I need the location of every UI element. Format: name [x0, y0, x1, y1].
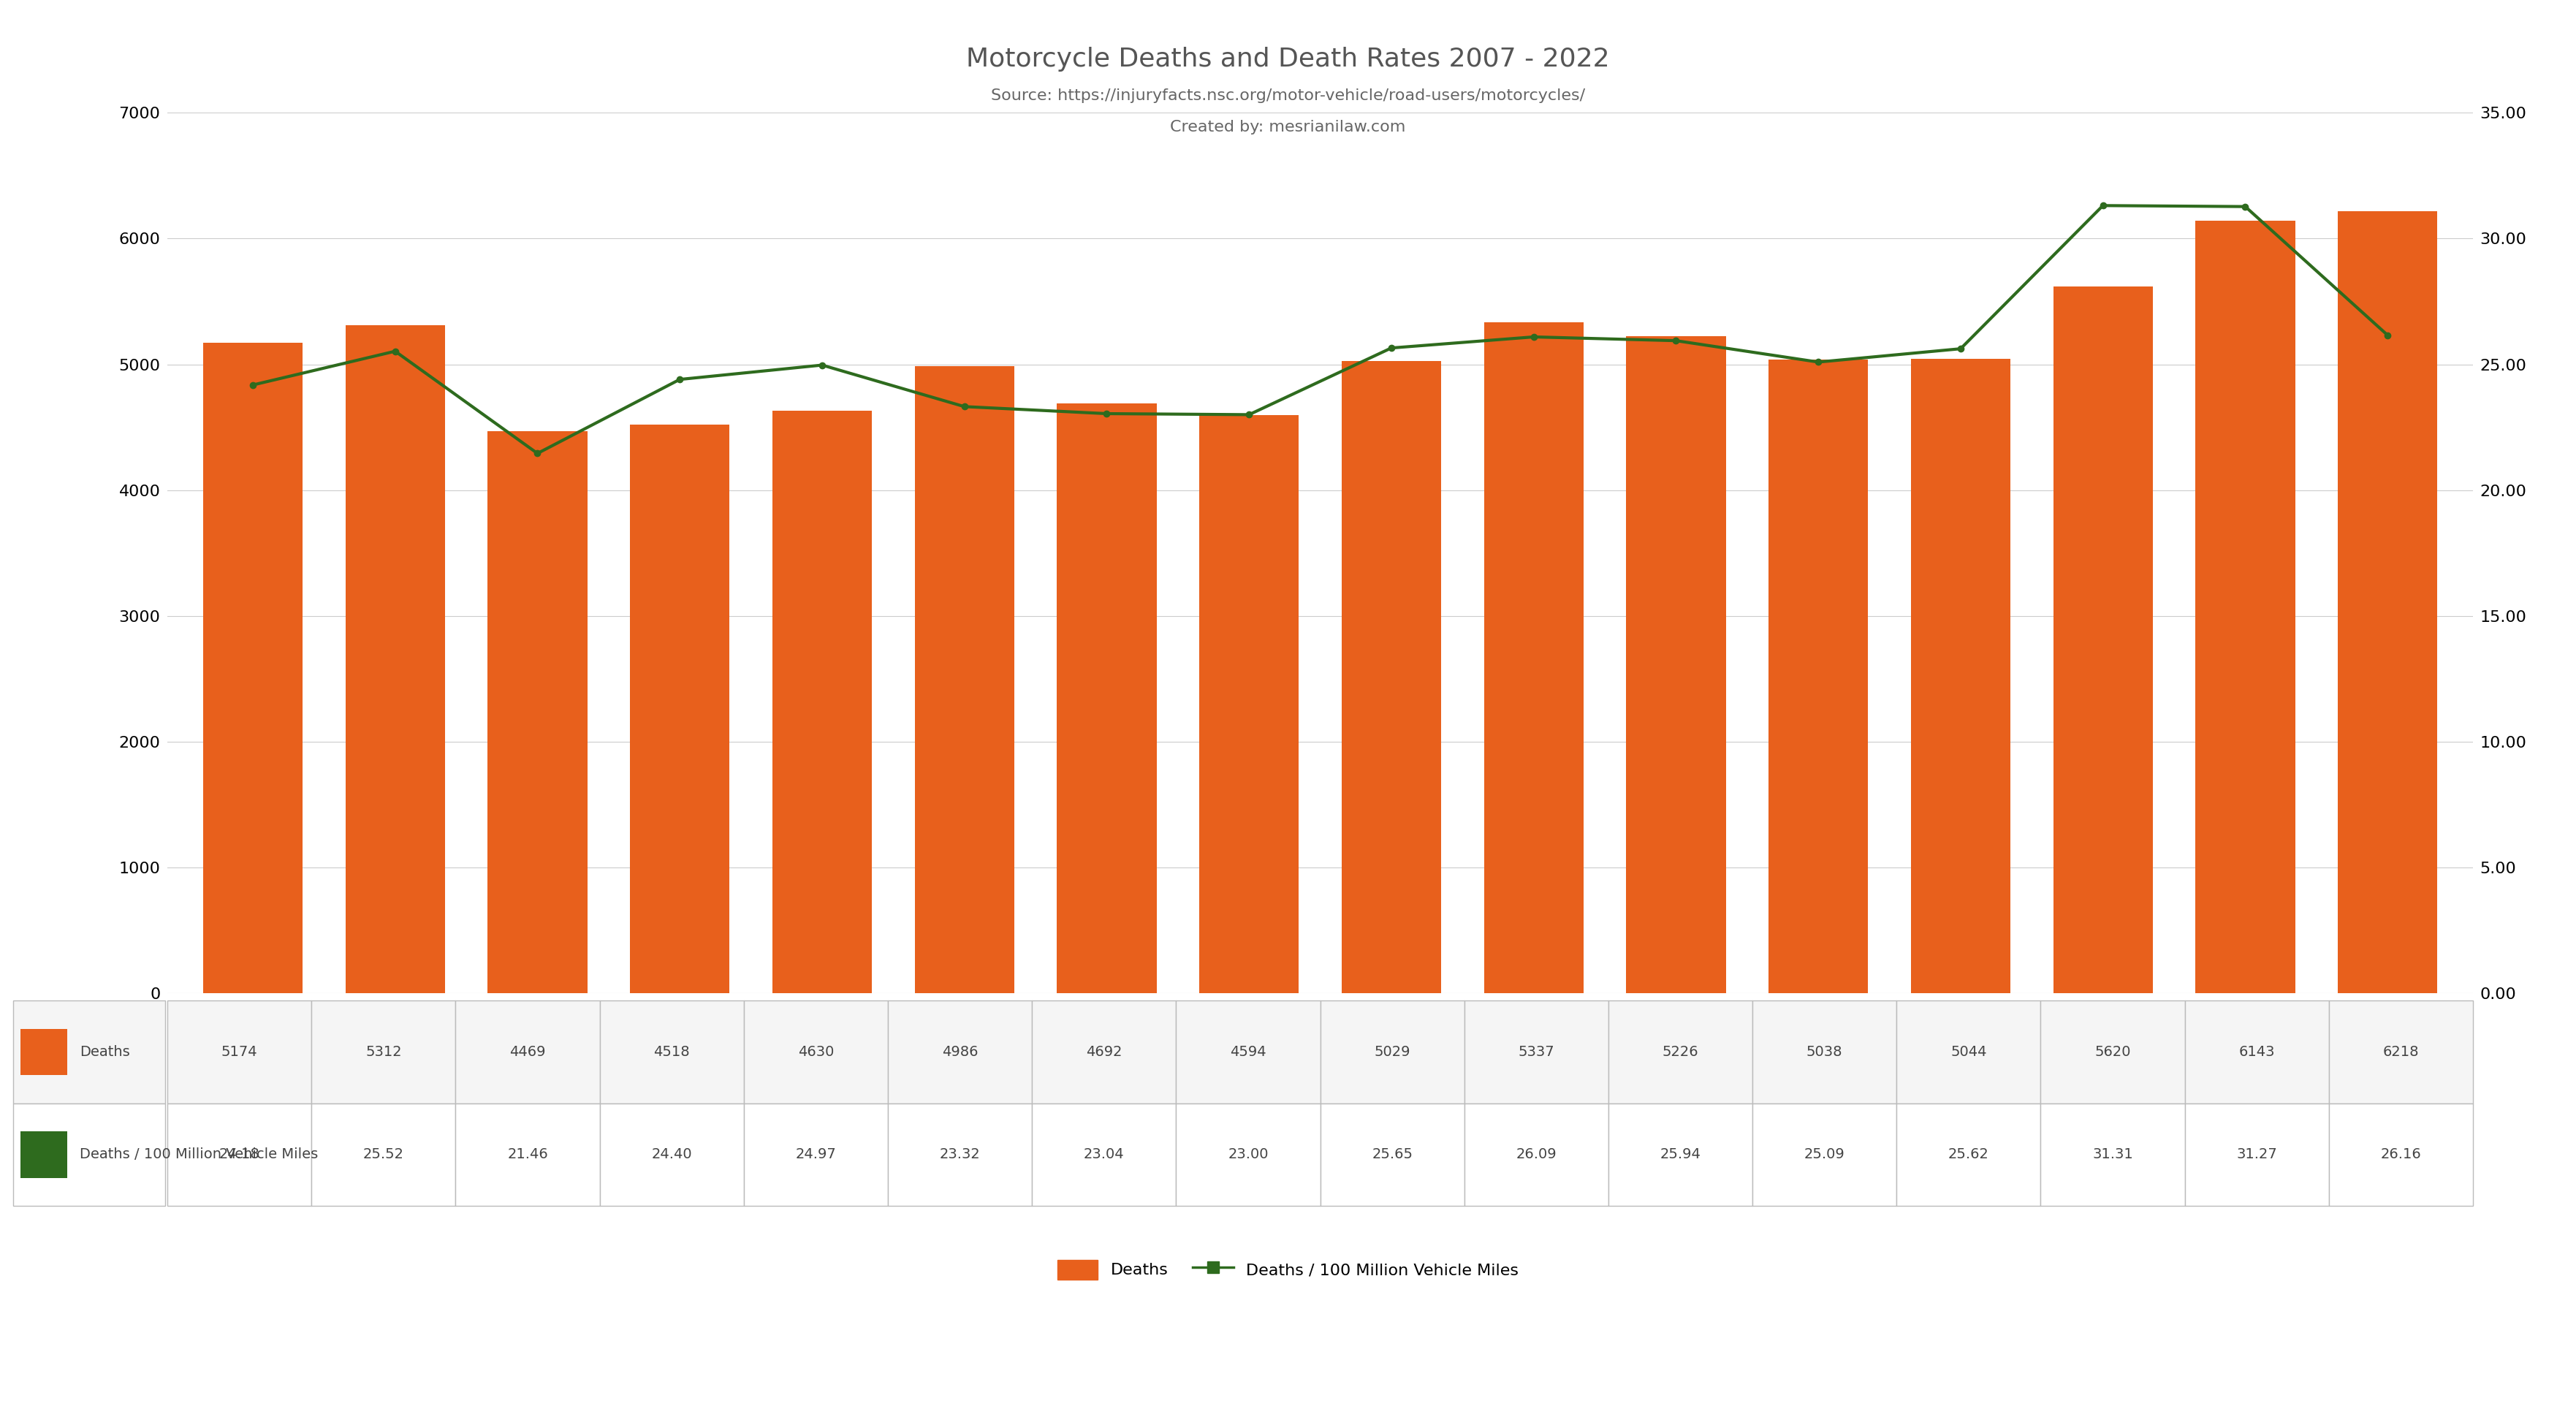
Bar — [1319, 1000, 1463, 1103]
Text: 25.94: 25.94 — [1659, 1148, 1700, 1161]
Bar — [2040, 1000, 2184, 1103]
Bar — [167, 1103, 312, 1206]
Text: 21.46: 21.46 — [507, 1148, 549, 1161]
Text: 31.27: 31.27 — [2236, 1148, 2277, 1161]
Bar — [456, 1000, 600, 1103]
Text: 4469: 4469 — [510, 1045, 546, 1058]
Text: 5226: 5226 — [1662, 1045, 1698, 1058]
Text: 5312: 5312 — [366, 1045, 402, 1058]
Bar — [889, 1103, 1033, 1206]
Bar — [1752, 1103, 1896, 1206]
Bar — [744, 1000, 889, 1103]
Bar — [1177, 1000, 1321, 1103]
Bar — [1463, 1103, 1607, 1206]
Bar — [21, 1029, 67, 1075]
Bar — [1033, 1103, 1177, 1206]
Text: 23.04: 23.04 — [1084, 1148, 1123, 1161]
Text: Deaths: Deaths — [80, 1045, 131, 1058]
Bar — [1342, 361, 1440, 993]
Bar — [13, 1103, 165, 1206]
Text: 25.52: 25.52 — [363, 1148, 404, 1161]
Text: 4692: 4692 — [1087, 1045, 1123, 1058]
Text: 24.40: 24.40 — [652, 1148, 693, 1161]
Text: 24.97: 24.97 — [796, 1148, 837, 1161]
Bar — [456, 1103, 600, 1206]
Text: 4518: 4518 — [654, 1045, 690, 1058]
Bar — [2329, 1103, 2473, 1206]
Bar — [1056, 403, 1157, 993]
Bar — [345, 325, 446, 993]
Bar — [1911, 359, 2009, 993]
Text: 23.00: 23.00 — [1229, 1148, 1267, 1161]
Bar — [1896, 1000, 2040, 1103]
Bar — [1770, 359, 1868, 993]
Bar — [1033, 1000, 1177, 1103]
Text: 4630: 4630 — [799, 1045, 835, 1058]
Bar — [914, 366, 1015, 993]
Bar — [21, 1131, 67, 1178]
Text: Deaths / 100 Million Vehicle Miles: Deaths / 100 Million Vehicle Miles — [80, 1148, 319, 1161]
Bar — [1752, 1000, 1896, 1103]
Bar — [2184, 1103, 2329, 1206]
Bar — [167, 1000, 312, 1103]
Bar — [631, 426, 729, 993]
Text: 25.65: 25.65 — [1373, 1148, 1412, 1161]
Bar — [2329, 1000, 2473, 1103]
Bar — [1896, 1103, 2040, 1206]
Bar — [1200, 416, 1298, 993]
Bar — [312, 1103, 456, 1206]
Bar — [2053, 286, 2154, 993]
Text: 23.32: 23.32 — [940, 1148, 981, 1161]
Text: 5029: 5029 — [1373, 1045, 1409, 1058]
Text: 6218: 6218 — [2383, 1045, 2419, 1058]
Text: Created by: mesrianilaw.com: Created by: mesrianilaw.com — [1170, 120, 1406, 134]
Bar — [2040, 1103, 2184, 1206]
Bar — [1607, 1103, 1752, 1206]
Text: 5044: 5044 — [1950, 1045, 1986, 1058]
Bar — [1625, 335, 1726, 993]
Legend: Deaths, Deaths / 100 Million Vehicle Miles: Deaths, Deaths / 100 Million Vehicle Mil… — [1051, 1253, 1525, 1286]
Text: 5038: 5038 — [1806, 1045, 1842, 1058]
Bar — [744, 1103, 889, 1206]
Bar — [600, 1000, 744, 1103]
Text: 6143: 6143 — [2239, 1045, 2275, 1058]
Bar — [487, 431, 587, 993]
Bar — [2184, 1000, 2329, 1103]
Bar — [312, 1000, 456, 1103]
Text: 4594: 4594 — [1229, 1045, 1267, 1058]
Bar — [1177, 1103, 1321, 1206]
Text: 25.62: 25.62 — [1947, 1148, 1989, 1161]
Bar — [13, 1000, 165, 1103]
Bar — [204, 342, 301, 993]
Text: 25.09: 25.09 — [1803, 1148, 1844, 1161]
Text: 5174: 5174 — [222, 1045, 258, 1058]
Text: Source: https://injuryfacts.nsc.org/motor-vehicle/road-users/motorcycles/: Source: https://injuryfacts.nsc.org/moto… — [992, 89, 1584, 103]
Bar — [2339, 211, 2437, 993]
Text: 26.16: 26.16 — [2380, 1148, 2421, 1161]
Bar — [1607, 1000, 1752, 1103]
Text: 4986: 4986 — [943, 1045, 979, 1058]
Bar — [1463, 1000, 1607, 1103]
Text: 26.09: 26.09 — [1517, 1148, 1556, 1161]
Text: 31.31: 31.31 — [2092, 1148, 2133, 1161]
Text: Motorcycle Deaths and Death Rates 2007 - 2022: Motorcycle Deaths and Death Rates 2007 -… — [966, 46, 1610, 72]
Bar — [1319, 1103, 1463, 1206]
Bar — [600, 1103, 744, 1206]
Bar — [1484, 321, 1584, 993]
Bar — [2195, 221, 2295, 993]
Text: 24.18: 24.18 — [219, 1148, 260, 1161]
Text: 5337: 5337 — [1517, 1045, 1553, 1058]
Text: 5620: 5620 — [2094, 1045, 2130, 1058]
Bar — [773, 411, 871, 993]
Bar — [889, 1000, 1033, 1103]
